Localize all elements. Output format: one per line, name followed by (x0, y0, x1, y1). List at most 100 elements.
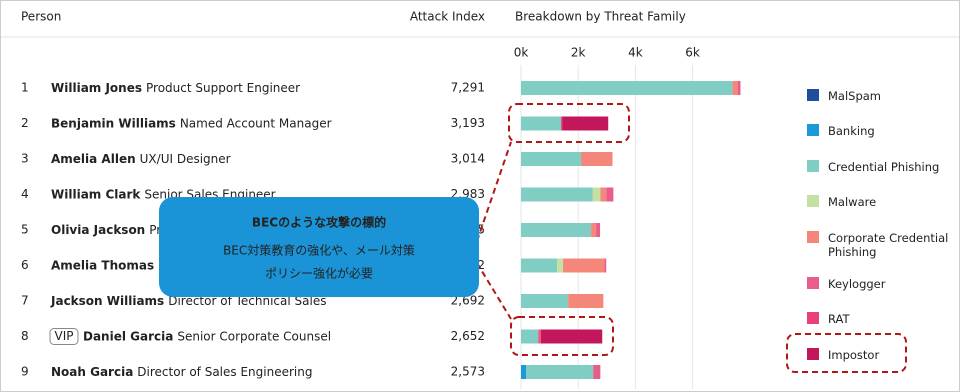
bar-segment (592, 187, 601, 202)
bar-segment (538, 329, 542, 344)
name: Jackson Williams (50, 294, 164, 308)
role: Senior Corporate Counsel (177, 329, 331, 343)
bar-segment (563, 258, 605, 273)
legend-item: MalSpam (807, 89, 957, 103)
role: UX/UI Designer (140, 152, 231, 166)
bar-segment (606, 187, 614, 202)
rank: 5 (21, 223, 29, 237)
bar-segment (600, 187, 607, 202)
bar-segment (526, 365, 594, 379)
legend-label: Impostor (828, 348, 880, 362)
callout-text: BEC対策教育の強化や、メール対策 (223, 243, 415, 258)
x-tick-label: 2k (571, 46, 586, 60)
legend-swatch (807, 231, 819, 243)
name: William Jones (51, 81, 142, 95)
rank: 1 (21, 81, 29, 95)
callout-box (159, 197, 479, 297)
legend-item: RAT (807, 312, 957, 326)
x-tick-label: 0k (514, 46, 529, 60)
name: Benjamin Williams (51, 116, 176, 130)
legend-swatch (807, 160, 819, 172)
bar-segment (521, 294, 569, 308)
legend-label: Credential Phishing (828, 160, 940, 174)
x-tick-label: 4k (628, 46, 643, 60)
header: Person (21, 10, 61, 24)
rank: 7 (21, 294, 29, 308)
bar-segment (593, 365, 601, 379)
bar-segment (562, 116, 609, 131)
x-tick-label: 6k (685, 46, 700, 60)
bar-segment (521, 116, 562, 131)
attack-index: 7,291 (451, 81, 485, 95)
legend-label: RAT (828, 312, 850, 326)
bar-segment (561, 116, 563, 131)
name: Olivia Jackson (51, 223, 145, 237)
bar-segment (557, 258, 564, 273)
highlight-box (508, 103, 630, 143)
legend-label: Corporate Credential Phishing (828, 231, 949, 259)
name: Noah Garcia (51, 365, 133, 379)
legend-swatch (807, 277, 819, 289)
bar-segment (541, 329, 603, 344)
rank: 4 (21, 187, 29, 201)
name: Amelia Thomas (51, 258, 154, 272)
attack-index: 3,014 (451, 152, 485, 166)
person: Noah Garcia Director of Sales Engineering (51, 365, 312, 379)
header: Attack Index (410, 10, 485, 24)
person: William Jones Product Support Engineer (51, 81, 300, 95)
bar-segment (568, 294, 604, 308)
legend-item: Keylogger (807, 277, 957, 291)
attack-index: 2,573 (451, 365, 485, 379)
person: Benjamin Williams Named Account Manager (51, 116, 332, 130)
legend-item: Corporate Credential Phishing (807, 231, 957, 259)
rank: 6 (21, 258, 29, 272)
rank: 3 (21, 152, 29, 166)
legend-item: Credential Phishing (807, 160, 957, 174)
bar-segment (521, 223, 592, 237)
vip-badge (49, 328, 79, 345)
bar-segment (521, 187, 593, 202)
bar-segment (521, 152, 582, 166)
highlight-box (510, 316, 614, 356)
legend-item: Malware (807, 195, 957, 209)
name: William Clark (51, 187, 141, 201)
legend-swatch (807, 89, 819, 101)
bar-segment (591, 223, 597, 237)
person: Daniel Garcia Senior Corporate Counsel (83, 329, 331, 343)
person: Amelia Allen UX/UI Designer (51, 152, 231, 166)
rank: 2 (21, 116, 29, 130)
legend-label: Malware (828, 195, 877, 209)
legend-item: Impostor (807, 348, 957, 362)
legend-label: MalSpam (828, 89, 882, 103)
bar-segment (604, 258, 607, 273)
connector (476, 262, 512, 320)
role: Product Support Engineer (146, 81, 300, 95)
name: Amelia Allen (51, 152, 136, 166)
highlight-box (786, 333, 907, 373)
legend-swatch (807, 124, 819, 136)
callout-text: ポリシー強化が必要 (265, 266, 373, 281)
bar-segment (521, 81, 733, 95)
legend-label: Keylogger (828, 277, 886, 291)
bar-segment (737, 81, 741, 95)
attack-index: 2,652 (451, 329, 485, 343)
role: Director of Sales Engineering (137, 365, 312, 379)
legend-label: Banking (828, 124, 875, 138)
bar-segment (521, 258, 558, 273)
vip-label: VIP (55, 329, 74, 343)
role: Named Account Manager (180, 116, 332, 130)
callout-title: BECのような攻撃の標的 (252, 215, 386, 230)
legend-item: Banking (807, 124, 957, 138)
header: Breakdown by Threat Family (515, 10, 686, 24)
legend-swatch (807, 195, 819, 207)
name: Daniel Garcia (83, 329, 173, 343)
connector (476, 141, 512, 242)
legend-swatch (807, 348, 819, 360)
legend-swatch (807, 312, 819, 324)
rank: 9 (21, 365, 29, 379)
bar-segment (521, 329, 539, 344)
bar-segment (596, 223, 601, 237)
bar-segment (521, 365, 527, 379)
